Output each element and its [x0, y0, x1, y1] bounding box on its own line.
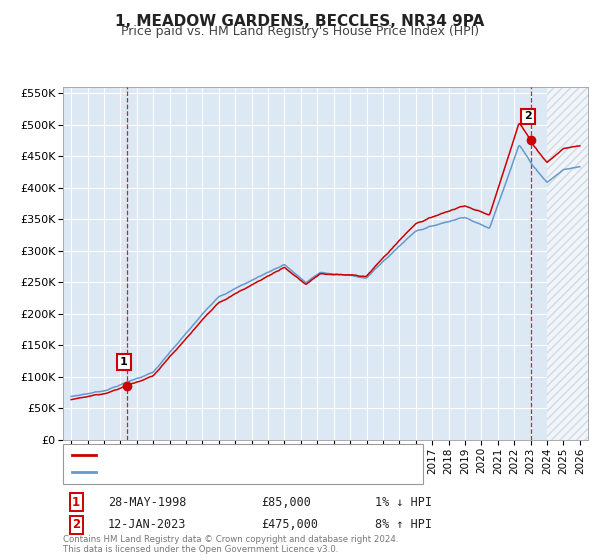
- HPI: Average price, detached house, East Suffolk: (2.03e+03, 4.3e+05): Average price, detached house, East Suff…: [565, 166, 572, 172]
- 1, MEADOW GARDENS, BECCLES, NR34 9PA (detached house): [68, 396, 75, 403]
- Text: £85,000: £85,000: [261, 496, 311, 509]
- Bar: [547, 87, 588, 440]
- Text: Price paid vs. HM Land Registry's House Price Index (HPI): Price paid vs. HM Land Registry's House …: [121, 25, 479, 38]
- Line: HPI: Average price, detached house, East Suffolk: HPI: Average price, detached house, East…: [71, 146, 580, 396]
- Text: 8% ↑ HPI: 8% ↑ HPI: [375, 518, 432, 531]
- Text: This data is licensed under the Open Government Licence v3.0.: This data is licensed under the Open Gov…: [63, 545, 338, 554]
- Text: 1: 1: [120, 357, 128, 367]
- Bar: [547, 87, 588, 440]
- HPI: Average price, detached house, East Suffolk: (2.02e+03, 4.67e+05): Average price, detached house, East Suff…: [516, 142, 523, 149]
- Text: 12-JAN-2023: 12-JAN-2023: [108, 518, 187, 531]
- 1, MEADOW GARDENS, BECCLES, NR34 9PA (detached house): [312, 273, 319, 280]
- Text: 2: 2: [72, 518, 80, 531]
- 1, MEADOW GARDENS, BECCLES, NR34 9PA (detached house): [516, 120, 523, 127]
- Line: 1, MEADOW GARDENS, BECCLES, NR34 9PA (detached house): 1, MEADOW GARDENS, BECCLES, NR34 9PA (de…: [71, 124, 580, 400]
- Text: 1, MEADOW GARDENS, BECCLES, NR34 9PA (detached house): 1, MEADOW GARDENS, BECCLES, NR34 9PA (de…: [100, 450, 423, 460]
- Text: HPI: Average price, detached house, East Suffolk: HPI: Average price, detached house, East…: [100, 467, 355, 477]
- HPI: Average price, detached house, East Suffolk: (2.03e+03, 4.33e+05): Average price, detached house, East Suff…: [576, 164, 583, 170]
- HPI: Average price, detached house, East Suffolk: (2e+03, 6.84e+04): Average price, detached house, East Suff…: [68, 393, 75, 400]
- Text: 1, MEADOW GARDENS, BECCLES, NR34 9PA: 1, MEADOW GARDENS, BECCLES, NR34 9PA: [115, 14, 485, 29]
- Text: 2: 2: [524, 111, 532, 122]
- Text: 28-MAY-1998: 28-MAY-1998: [108, 496, 187, 509]
- Bar: [547, 87, 588, 440]
- HPI: Average price, detached house, East Suffolk: (2.01e+03, 2.61e+05): Average price, detached house, East Suff…: [343, 272, 350, 278]
- Text: £475,000: £475,000: [261, 518, 318, 531]
- HPI: Average price, detached house, East Suffolk: (2.02e+03, 3.36e+05): Average price, detached house, East Suff…: [484, 225, 491, 231]
- 1, MEADOW GARDENS, BECCLES, NR34 9PA (detached house): [484, 211, 491, 218]
- Text: 1% ↓ HPI: 1% ↓ HPI: [375, 496, 432, 509]
- 1, MEADOW GARDENS, BECCLES, NR34 9PA (detached house): [343, 272, 350, 278]
- 1, MEADOW GARDENS, BECCLES, NR34 9PA (detached house): [565, 144, 572, 151]
- HPI: Average price, detached house, East Suffolk: (2.01e+03, 2.57e+05): Average price, detached house, East Suff…: [309, 274, 316, 281]
- Text: 1: 1: [72, 496, 80, 509]
- 1, MEADOW GARDENS, BECCLES, NR34 9PA (detached house): [370, 265, 377, 272]
- HPI: Average price, detached house, East Suffolk: (2.01e+03, 2.69e+05): Average price, detached house, East Suff…: [370, 267, 377, 274]
- 1, MEADOW GARDENS, BECCLES, NR34 9PA (detached house): [309, 276, 316, 282]
- Text: Contains HM Land Registry data © Crown copyright and database right 2024.: Contains HM Land Registry data © Crown c…: [63, 535, 398, 544]
- 1, MEADOW GARDENS, BECCLES, NR34 9PA (detached house): [576, 142, 583, 149]
- HPI: Average price, detached house, East Suffolk: (2.01e+03, 2.61e+05): Average price, detached house, East Suff…: [312, 272, 319, 279]
